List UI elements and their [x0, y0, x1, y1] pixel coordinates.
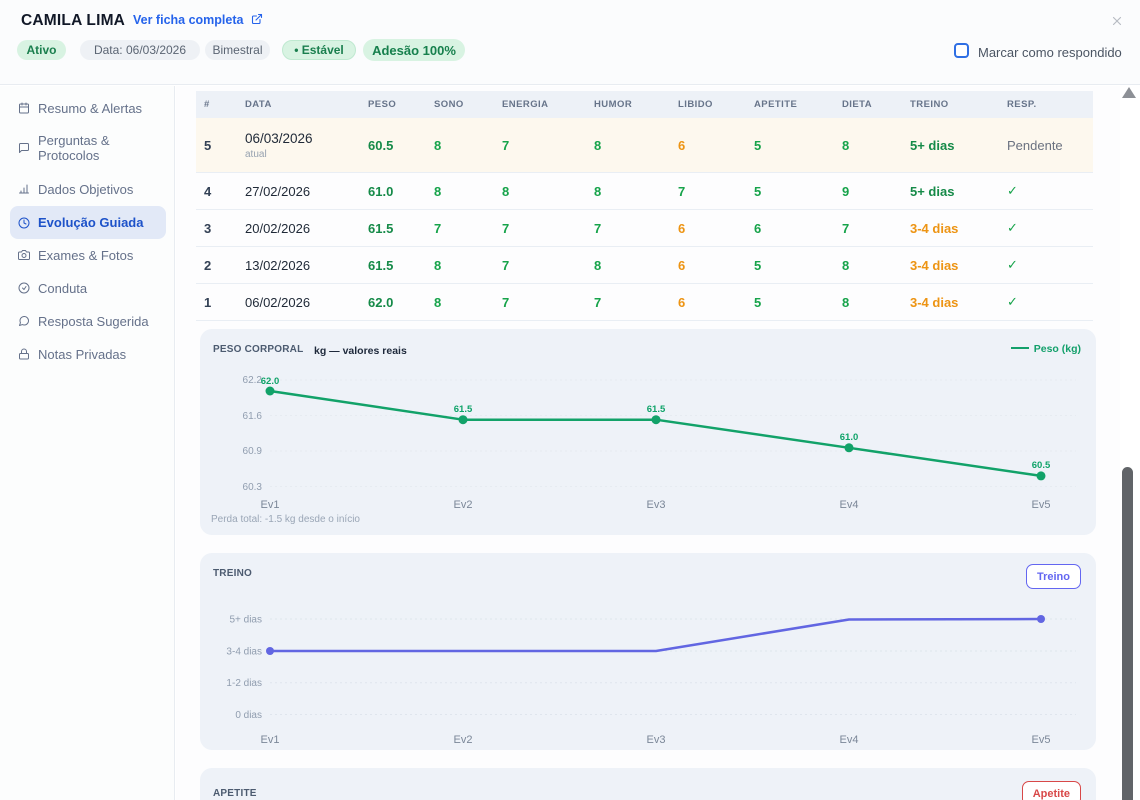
svg-text:Ev3: Ev3: [647, 734, 666, 746]
svg-text:62.2: 62.2: [243, 375, 263, 386]
svg-text:1-2 dias: 1-2 dias: [226, 678, 262, 689]
svg-text:5+ dias: 5+ dias: [229, 615, 262, 626]
svg-text:61.5: 61.5: [454, 404, 473, 415]
svg-text:61.5: 61.5: [647, 404, 666, 415]
svg-text:62.0: 62.0: [261, 376, 280, 387]
svg-text:3-4 dias: 3-4 dias: [226, 647, 262, 658]
svg-text:61.6: 61.6: [243, 411, 263, 422]
svg-text:60.5: 60.5: [1032, 460, 1051, 471]
svg-text:Ev3: Ev3: [647, 499, 666, 511]
svg-text:Ev4: Ev4: [840, 499, 859, 511]
svg-text:0 dias: 0 dias: [235, 710, 262, 721]
svg-text:Ev2: Ev2: [454, 734, 473, 746]
svg-text:60.3: 60.3: [243, 482, 263, 493]
svg-text:Perda total: -1.5 kg desde o i: Perda total: -1.5 kg desde o início: [211, 514, 360, 525]
svg-text:Ev5: Ev5: [1032, 499, 1051, 511]
svg-text:Ev2: Ev2: [454, 499, 473, 511]
svg-text:61.0: 61.0: [840, 432, 859, 443]
svg-text:Ev4: Ev4: [840, 734, 859, 746]
svg-text:Ev1: Ev1: [261, 734, 280, 746]
svg-text:Ev5: Ev5: [1032, 734, 1051, 746]
svg-text:60.9: 60.9: [243, 446, 263, 457]
svg-text:Ev1: Ev1: [261, 499, 280, 511]
